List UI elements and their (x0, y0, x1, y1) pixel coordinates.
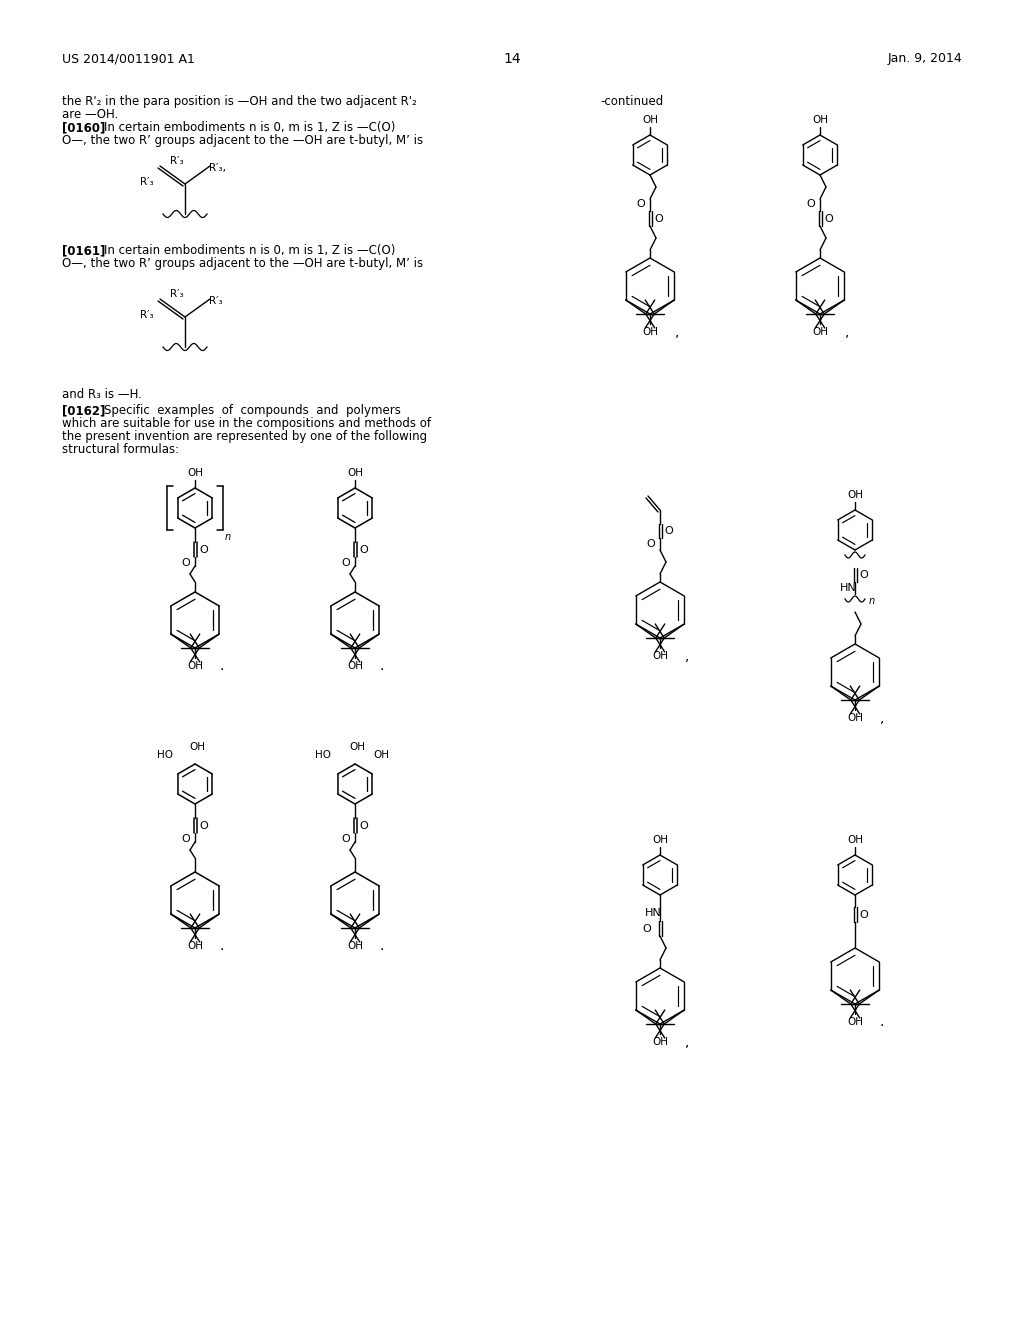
Text: .: . (220, 939, 224, 953)
Text: OH: OH (847, 1016, 863, 1027)
Text: R′₃: R′₃ (209, 296, 222, 306)
Text: O: O (824, 214, 833, 224)
Text: ,: , (685, 649, 689, 663)
Text: O: O (654, 214, 663, 224)
Text: O: O (636, 199, 645, 209)
Text: O: O (199, 821, 208, 832)
Text: OH: OH (812, 327, 828, 337)
Text: OH: OH (349, 742, 365, 752)
Text: the R'₂ in the para position is —OH and the two adjacent R'₂: the R'₂ in the para position is —OH and … (62, 95, 417, 108)
Text: OH: OH (189, 742, 205, 752)
Text: .: . (880, 1015, 884, 1030)
Text: R′₃: R′₃ (170, 156, 184, 166)
Text: OH: OH (187, 941, 203, 950)
Text: O: O (199, 545, 208, 554)
Text: OH: OH (347, 661, 362, 671)
Text: .: . (380, 939, 384, 953)
Text: O: O (859, 570, 867, 579)
Text: OH: OH (642, 327, 658, 337)
Text: n: n (225, 532, 231, 543)
Text: In certain embodiments n is 0, m is 1, Z is —C(O): In certain embodiments n is 0, m is 1, Z… (104, 121, 395, 135)
Text: O: O (181, 834, 189, 843)
Text: R′₃,: R′₃, (209, 162, 226, 173)
Text: OH: OH (187, 661, 203, 671)
Text: O: O (341, 834, 350, 843)
Text: .: . (220, 659, 224, 673)
Text: ,: , (845, 325, 849, 339)
Text: -continued: -continued (600, 95, 664, 108)
Text: 14: 14 (503, 51, 521, 66)
Text: OH: OH (347, 941, 362, 950)
Text: R′₃: R′₃ (170, 289, 184, 300)
Text: .: . (380, 659, 384, 673)
Text: Jan. 9, 2014: Jan. 9, 2014 (887, 51, 962, 65)
Text: which are suitable for use in the compositions and methods of: which are suitable for use in the compos… (62, 417, 431, 430)
Text: and R₃ is —H.: and R₃ is —H. (62, 388, 142, 401)
Text: OH: OH (847, 836, 863, 845)
Text: O: O (806, 199, 815, 209)
Text: OH: OH (847, 713, 863, 723)
Text: OH: OH (187, 469, 203, 478)
Text: the present invention are represented by one of the following: the present invention are represented by… (62, 430, 427, 444)
Text: O—, the two R’ groups adjacent to the —OH are t-butyl, M’ is: O—, the two R’ groups adjacent to the —O… (62, 257, 423, 271)
Text: HO: HO (315, 750, 331, 760)
Text: O: O (181, 558, 189, 568)
Text: O: O (359, 821, 368, 832)
Text: HO: HO (157, 750, 173, 760)
Text: O: O (359, 545, 368, 554)
Text: O: O (642, 924, 650, 935)
Text: [0162]: [0162] (62, 404, 105, 417)
Text: O: O (341, 558, 350, 568)
Text: OH: OH (373, 750, 389, 760)
Text: O: O (859, 909, 867, 920)
Text: US 2014/0011901 A1: US 2014/0011901 A1 (62, 51, 195, 65)
Text: R′₃: R′₃ (140, 310, 154, 319)
Text: Specific  examples  of  compounds  and  polymers: Specific examples of compounds and polym… (104, 404, 400, 417)
Text: [0161]: [0161] (62, 244, 105, 257)
Text: OH: OH (847, 490, 863, 500)
Text: OH: OH (642, 115, 658, 125)
Text: OH: OH (652, 1038, 668, 1047)
Text: OH: OH (812, 115, 828, 125)
Text: structural formulas:: structural formulas: (62, 444, 179, 455)
Text: ,: , (685, 1035, 689, 1049)
Text: R′₃: R′₃ (140, 177, 154, 187)
Text: O: O (664, 525, 673, 536)
Text: HN: HN (840, 583, 857, 593)
Text: n: n (869, 597, 876, 606)
Text: are —OH.: are —OH. (62, 108, 118, 121)
Text: ,: , (675, 325, 679, 339)
Text: O—, the two R’ groups adjacent to the —OH are t-butyl, M’ is: O—, the two R’ groups adjacent to the —O… (62, 135, 423, 147)
Text: O: O (646, 539, 654, 549)
Text: ,: , (880, 711, 884, 725)
Text: [0160]: [0160] (62, 121, 105, 135)
Text: HN: HN (645, 908, 662, 917)
Text: OH: OH (347, 469, 362, 478)
Text: OH: OH (652, 651, 668, 661)
Text: OH: OH (652, 836, 668, 845)
Text: In certain embodiments n is 0, m is 1, Z is —C(O): In certain embodiments n is 0, m is 1, Z… (104, 244, 395, 257)
